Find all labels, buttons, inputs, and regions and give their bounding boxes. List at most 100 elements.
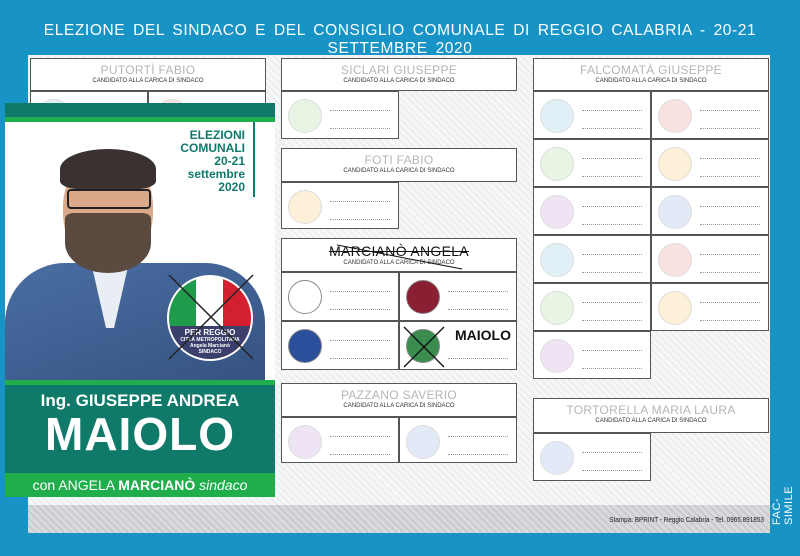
preference-line[interactable] [700, 176, 760, 177]
candidate-surname: MAIOLO [45, 408, 235, 460]
preference-line[interactable] [700, 272, 760, 273]
candidate-name-block: Ing. GIUSEPPE ANDREA MAIOLO con ANGELA M… [5, 380, 275, 497]
preference-line[interactable] [700, 320, 760, 321]
vote-cross-icon [403, 326, 445, 368]
preference-line[interactable] [700, 158, 760, 159]
preference-line[interactable] [330, 110, 390, 111]
list-cell[interactable] [533, 139, 651, 187]
candidate-subtitle: CANDIDATO ALLA CARICA DI SINDACO [343, 403, 455, 409]
party-logo-icon [540, 243, 574, 277]
with-pre: con ANGELA [32, 477, 115, 493]
candidate-subtitle: CANDIDATO ALLA CARICA DI SINDACO [343, 260, 455, 266]
party-logo-icon [406, 425, 440, 459]
preference-line[interactable] [582, 206, 642, 207]
candidate-poster: ELEZIONI COMUNALI 20-21 settembre 2020 P… [5, 103, 275, 497]
elez-line: settembre [187, 167, 245, 181]
preference-line[interactable] [582, 128, 642, 129]
candidate-name: FALCOMATÀ GIUSEPPE [580, 63, 722, 77]
candidate-header[interactable]: SICLARI GIUSEPPE CANDIDATO ALLA CARICA DI… [281, 58, 517, 91]
preference-line[interactable] [582, 224, 642, 225]
party-logo-icon [540, 147, 574, 181]
preference-line[interactable] [700, 224, 760, 225]
preference-line[interactable] [582, 470, 642, 471]
party-logo-icon [288, 425, 322, 459]
preference-line[interactable] [330, 358, 390, 359]
with-post: sindaco [199, 477, 248, 493]
preference-line[interactable] [582, 452, 642, 453]
preference-line[interactable] [330, 340, 390, 341]
party-logo-icon [658, 243, 692, 277]
preference-line[interactable] [582, 110, 642, 111]
candidate-subtitle: CANDIDATO ALLA CARICA DI SINDACO [343, 78, 455, 84]
preference-line[interactable] [330, 201, 390, 202]
list-cell[interactable] [651, 235, 769, 283]
party-logo-icon [406, 280, 440, 314]
elez-line: COMUNALI [180, 141, 245, 155]
preference-line[interactable] [582, 368, 642, 369]
list-cell[interactable] [533, 283, 651, 331]
preference-line[interactable] [582, 254, 642, 255]
printer-credit: Stampa: BPRINT - Reggio Calabria - Tel. … [609, 515, 764, 524]
preference-line[interactable] [448, 291, 508, 292]
preference-line[interactable] [582, 272, 642, 273]
preference-line[interactable] [330, 291, 390, 292]
preference-line[interactable] [448, 454, 508, 455]
list-cell[interactable] [281, 272, 399, 321]
list-cell[interactable] [533, 235, 651, 283]
preference-line[interactable] [582, 350, 642, 351]
list-cell[interactable] [533, 91, 651, 139]
list-cell[interactable] [651, 283, 769, 331]
candidate-header[interactable]: PAZZANO SAVERIO CANDIDATO ALLA CARICA DI … [281, 383, 517, 417]
preference-line[interactable] [330, 219, 390, 220]
preference-line[interactable] [700, 254, 760, 255]
per-reggio-logo: PER REGGIO CITTÀ METROPOLITANA Angela Ma… [167, 275, 253, 361]
preference-line[interactable] [700, 206, 760, 207]
list-cell[interactable]: MAIOLO [399, 321, 517, 370]
preference-line[interactable] [330, 309, 390, 310]
preference-line[interactable] [330, 436, 390, 437]
list-cell[interactable] [651, 91, 769, 139]
candidate-name: PUTORTÌ FABIO [100, 63, 196, 77]
party-logo-icon [540, 99, 574, 133]
poster-top-band [5, 103, 275, 117]
candidate-first-names: Ing. GIUSEPPE ANDREA [40, 391, 240, 410]
facsimile-label: FAC-SIMILE [771, 485, 795, 525]
list-cell[interactable] [533, 331, 651, 379]
preference-line[interactable] [582, 176, 642, 177]
preference-line[interactable] [700, 302, 760, 303]
preference-line[interactable] [700, 128, 760, 129]
candidate-subtitle: CANDIDATO ALLA CARICA DI SINDACO [92, 78, 204, 84]
list-cell[interactable] [533, 433, 651, 481]
list-cell[interactable] [281, 91, 399, 139]
preference-line[interactable] [582, 320, 642, 321]
list-cell[interactable] [399, 272, 517, 321]
list-cell[interactable] [281, 417, 399, 463]
candidate-header[interactable]: MARCIANÒ ANGELA CANDIDATO ALLA CARICA DI … [281, 238, 517, 272]
list-cell[interactable] [651, 139, 769, 187]
party-logo-icon [288, 329, 322, 363]
candidate-header[interactable]: FOTI FABIO CANDIDATO ALLA CARICA DI SINDA… [281, 148, 517, 182]
list-cell[interactable] [281, 321, 399, 370]
candidate-header[interactable]: FALCOMATÀ GIUSEPPE CANDIDATO ALLA CARICA … [533, 58, 769, 91]
preference-line[interactable] [700, 110, 760, 111]
candidate-photo [5, 143, 275, 383]
preference-line[interactable] [448, 309, 508, 310]
mayor-support-line: con ANGELA MARCIANÒ sindaco [5, 473, 275, 497]
candidate-header[interactable]: PUTORTÌ FABIO CANDIDATO ALLA CARICA DI SI… [30, 58, 266, 91]
candidate-name: PAZZANO SAVERIO [340, 388, 458, 402]
preference-line[interactable] [582, 158, 642, 159]
elez-line: 2020 [218, 180, 245, 194]
preference-line[interactable] [330, 128, 390, 129]
list-cell[interactable] [399, 417, 517, 463]
list-cell[interactable] [281, 182, 399, 229]
party-logo-icon [540, 291, 574, 325]
candidate-header[interactable]: TORTORELLA MARIA LAURA CANDIDATO ALLA CAR… [533, 398, 769, 433]
page-title: ELEZIONE DEL SINDACO E DEL CONSIGLIO COM… [43, 22, 757, 57]
preference-line[interactable] [330, 454, 390, 455]
party-logo-icon [658, 147, 692, 181]
preference-line[interactable] [582, 302, 642, 303]
preference-line[interactable] [448, 436, 508, 437]
list-cell[interactable] [533, 187, 651, 235]
preference-line[interactable] [448, 358, 508, 359]
list-cell[interactable] [651, 187, 769, 235]
